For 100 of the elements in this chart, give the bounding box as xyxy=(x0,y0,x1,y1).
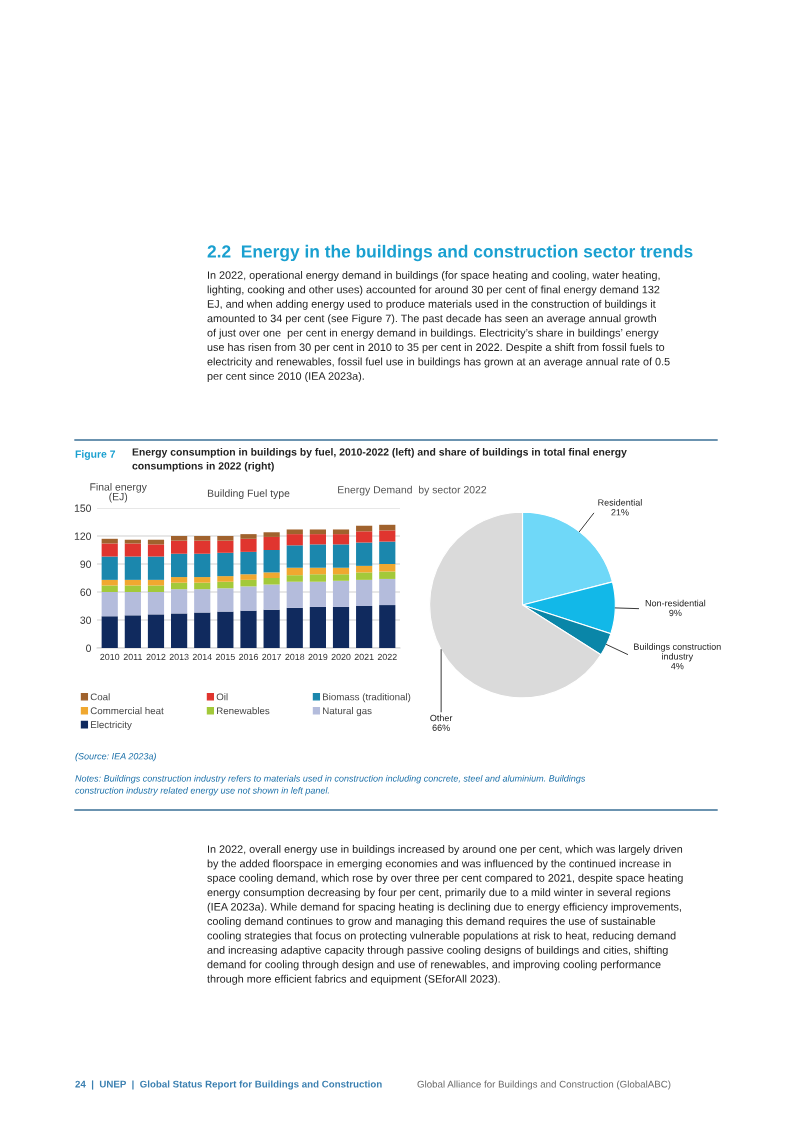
y-tick-label: 0 xyxy=(86,644,92,652)
x-tick-label: 2019 xyxy=(308,653,328,661)
bar xyxy=(217,552,234,577)
bar xyxy=(379,530,396,542)
bar xyxy=(194,540,211,554)
x-tick-label: 2012 xyxy=(146,653,166,661)
slice-label: Buildings construction industry xyxy=(634,643,721,662)
text: Notes: Buildings construction industry refers to materials used in construction including concrete, steel and aluminium. Buildings construction industry related energy use not shown in left panel. xyxy=(75,775,586,796)
bar xyxy=(194,536,211,541)
bar xyxy=(286,575,303,582)
bar xyxy=(147,592,165,615)
bar xyxy=(263,584,280,610)
bar xyxy=(240,610,257,648)
bar xyxy=(124,556,141,580)
bar xyxy=(171,577,188,583)
text: In 2022, overall energy use in buildings increased by around one per cent, which was largely driven by the added floorspace in emerging economies and was influenced by the continued increase in space cooling demand, which rose by over three per cent compared to 2021, despite space heating energy consumption decreasing by four per cent, primarily due to a mild winter in several regions (IEA 2023a). While demand for spacing heating is declining due to energy efficiency improvements, cooling demand continues to grow and managing this demand requires the use of sustainable cooling strategies that focus on protecting vulnerable populations at risk to heat, reducing demand and increasing adaptive capacity through passive cooling designs of buildings and cities, shifting demand for cooling through design and use of renewables, and improving cooling performance through more efficient fabrics and equipment (SEforAll 2023). xyxy=(207,845,683,985)
slice-label: Other xyxy=(430,714,453,722)
y-tick-label: 60 xyxy=(80,588,92,596)
text: In 2022, operational energy demand in buildings (for space heating and cooling, water heating, lighting, cooking and other uses) accounted for around 30 per cent of final energy demand 132 EJ, and when adding energy used to produce materials used in the construction of buildings it amounted to 34 per cent (see Figure 7). The past decade has seen an average annual growth of just over one per cent in energy demand in buildings. Electricity’s share in buildings’ energy use has risen from 30 per cent in 2010 to 35 per cent in 2022. Despite a shift from fossil fuels to electricity and renewables, fossil fuel use in buildings has grown at an average annual rate of 0.5 per cent since 2010 (IEA 2023a). xyxy=(207,271,670,383)
chart-title: Building Fuel type xyxy=(207,489,290,500)
bar xyxy=(101,585,118,592)
bar xyxy=(217,540,234,553)
bar xyxy=(194,612,211,648)
bar xyxy=(124,615,141,648)
bar xyxy=(263,609,280,648)
bar xyxy=(332,529,350,535)
bar xyxy=(171,582,188,590)
bar xyxy=(171,589,188,614)
bar xyxy=(332,534,350,545)
bar xyxy=(263,532,280,537)
legend-label: Biomass (traditional) xyxy=(323,693,411,703)
bar xyxy=(217,611,234,648)
slice-label: Residential xyxy=(598,499,642,506)
bar xyxy=(194,589,211,613)
bar xyxy=(240,538,257,552)
y-tick-label: 120 xyxy=(74,532,92,540)
bar xyxy=(286,607,303,648)
text: (Source: IEA 2023a) xyxy=(75,752,156,762)
bar xyxy=(101,556,118,580)
bar xyxy=(217,576,234,582)
bar xyxy=(124,592,141,616)
text: Global Alliance for Buildings and Construction (GlobalABC) xyxy=(417,1080,671,1090)
bar xyxy=(332,580,350,607)
slice-label: Non-residential xyxy=(645,599,706,607)
bar xyxy=(171,536,188,541)
bar xyxy=(101,592,118,617)
x-tick-label: 2022 xyxy=(377,653,397,661)
text: Energy consumption in buildings by fuel, 2010-2022 (left) and share of buildings in total final energy consumptions in 2022 (right) xyxy=(132,448,627,472)
bar xyxy=(217,581,234,589)
bar xyxy=(147,544,165,557)
x-tick-label: 2015 xyxy=(215,653,235,661)
bar xyxy=(309,574,326,582)
bar xyxy=(356,572,373,580)
bar xyxy=(309,534,326,545)
bar xyxy=(286,581,303,608)
bar xyxy=(356,531,373,543)
bar xyxy=(171,553,188,578)
x-tick-label: 2011 xyxy=(123,653,142,661)
legend-label: Renewables xyxy=(217,707,270,715)
bar xyxy=(379,578,396,606)
bar xyxy=(171,540,188,554)
bar xyxy=(332,544,350,568)
x-tick-label: 2014 xyxy=(192,653,212,661)
bar xyxy=(309,581,326,607)
bar xyxy=(263,578,280,585)
x-tick-label: 2017 xyxy=(262,653,282,661)
y-tick-label: 30 xyxy=(80,616,92,624)
bar xyxy=(309,567,326,575)
bar xyxy=(240,579,257,587)
chart-title: Energy Demand by sector 2022 xyxy=(338,485,487,496)
bar xyxy=(194,577,211,583)
bar xyxy=(240,574,257,580)
bar xyxy=(147,614,165,648)
bar xyxy=(379,564,396,572)
bar xyxy=(356,579,373,606)
bar xyxy=(194,582,211,590)
x-tick-label: 2016 xyxy=(239,653,258,661)
bar xyxy=(332,567,350,575)
bar xyxy=(379,541,396,564)
bar xyxy=(217,536,234,541)
bar xyxy=(240,551,257,575)
bar xyxy=(101,543,118,557)
bar xyxy=(240,586,257,611)
legend-label: Oil xyxy=(216,693,228,701)
bar xyxy=(263,550,280,573)
bar xyxy=(263,536,280,550)
bar xyxy=(309,529,326,535)
y-tick-label: 150 xyxy=(74,504,92,512)
bar xyxy=(101,616,118,648)
data-label: 66% xyxy=(432,724,450,731)
legend-label: Commercial heat xyxy=(90,707,164,715)
bar xyxy=(332,574,350,581)
bar xyxy=(147,556,165,580)
legend-label: Coal xyxy=(90,693,110,701)
bar xyxy=(286,567,303,576)
bar xyxy=(240,534,257,539)
bar xyxy=(356,565,373,573)
bar xyxy=(147,585,165,592)
bar xyxy=(309,606,326,648)
data-label: 4% xyxy=(671,662,684,670)
